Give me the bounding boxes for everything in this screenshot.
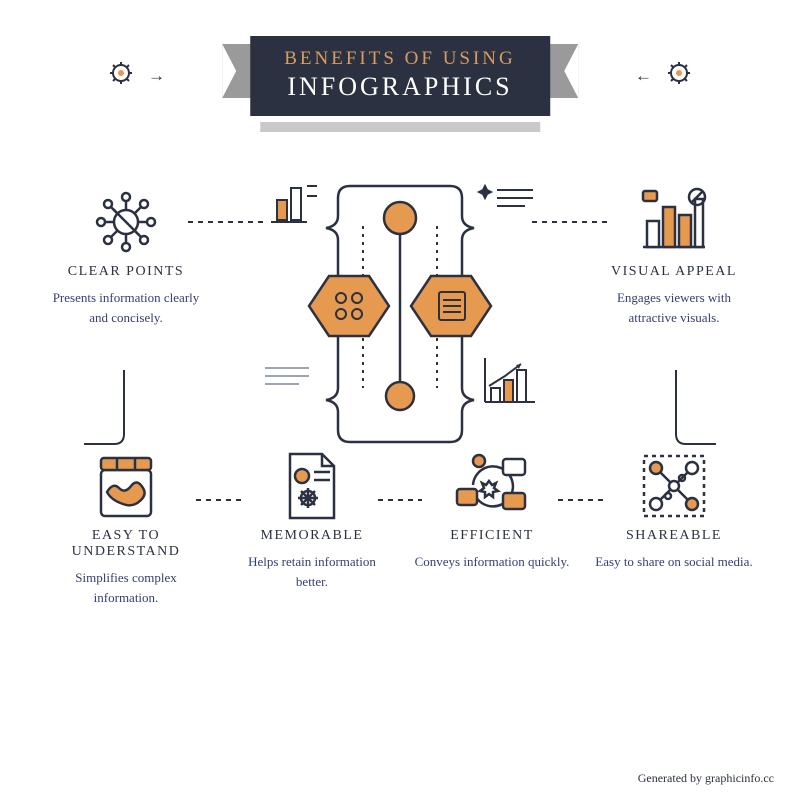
benefit-title: EASY TO UNDERSTAND	[46, 528, 206, 560]
title-line2: INFOGRAPHICS	[284, 72, 516, 102]
arrow-left-icon: ←	[635, 66, 652, 86]
benefit-efficient: EFFICIENT Conveys information quickly.	[412, 450, 572, 572]
banner-main: BENEFITS OF USING INFOGRAPHICS	[250, 36, 550, 116]
benefit-title: SHAREABLE	[594, 528, 754, 544]
title-banner: BENEFITS OF USING INFOGRAPHICS	[250, 36, 550, 116]
title-line1: BENEFITS OF USING	[284, 48, 516, 70]
benefit-clear-points: CLEAR POINTS Presents information clearl…	[46, 186, 206, 327]
chat-cycle-icon	[412, 450, 572, 522]
center-composite-graphic	[235, 168, 565, 448]
document-icon	[232, 450, 392, 522]
benefit-visual-appeal: VISUAL APPEAL Engages viewers with attra…	[594, 186, 754, 327]
gear-icon	[664, 58, 694, 93]
benefit-title: MEMORABLE	[232, 528, 392, 544]
network-node-icon	[46, 186, 206, 258]
benefit-title: CLEAR POINTS	[46, 264, 206, 280]
benefit-desc: Helps retain information better.	[232, 552, 392, 591]
footer-credit: Generated by graphicinfo.cc	[638, 771, 774, 786]
benefit-desc: Easy to share on social media.	[594, 552, 754, 572]
benefit-title: VISUAL APPEAL	[594, 264, 754, 280]
container-icon	[46, 450, 206, 522]
benefit-desc: Simplifies complex information.	[46, 568, 206, 607]
benefit-desc: Engages viewers with attractive visuals.	[594, 288, 754, 327]
benefit-title: EFFICIENT	[412, 528, 572, 544]
benefit-desc: Presents information clearly and concise…	[46, 288, 206, 327]
gear-icon	[106, 58, 136, 93]
share-nodes-icon	[594, 450, 754, 522]
arrow-right-icon: →	[148, 66, 165, 86]
benefit-desc: Conveys information quickly.	[412, 552, 572, 572]
banner-underbar	[260, 122, 540, 132]
benefit-easy-to-understand: EASY TO UNDERSTAND Simplifies complex in…	[46, 450, 206, 607]
benefit-memorable: MEMORABLE Helps retain information bette…	[232, 450, 392, 591]
benefit-shareable: SHAREABLE Easy to share on social media.	[594, 450, 754, 572]
bar-chart-icon	[594, 186, 754, 258]
